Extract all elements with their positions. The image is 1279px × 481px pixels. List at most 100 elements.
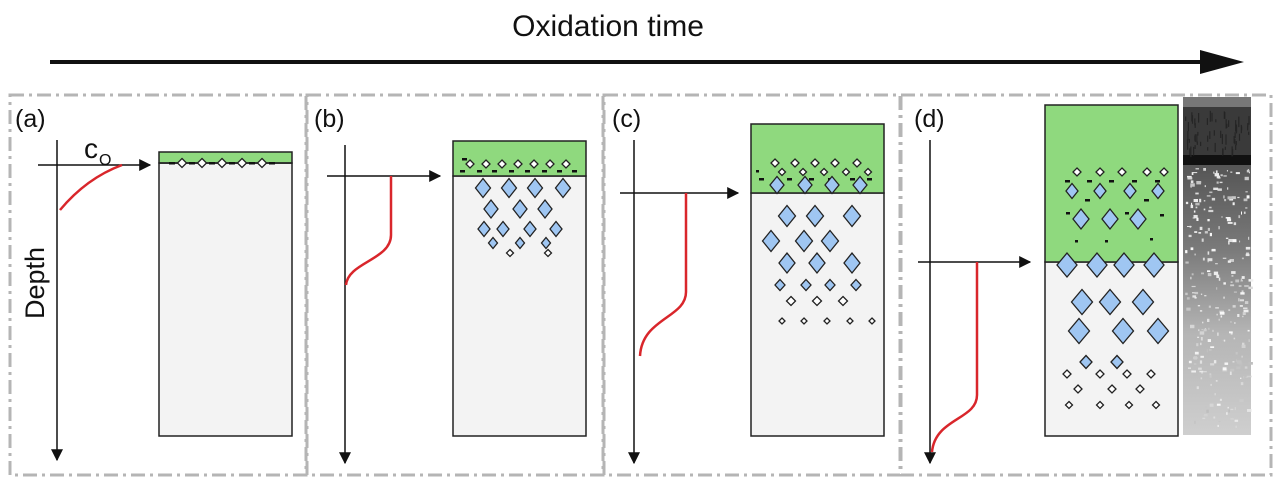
oxide-particle (1125, 212, 1129, 215)
precipitate-particle (837, 295, 849, 307)
precipitate-particle (1117, 167, 1127, 177)
oxide-particle (1066, 212, 1070, 215)
precipitate-particle (800, 317, 808, 325)
precipitate-particle (794, 229, 814, 253)
precipitate-particle (797, 175, 813, 195)
panel-c-profile (638, 193, 688, 357)
oxide-particle (809, 178, 814, 181)
precipitate-particle (1143, 251, 1165, 279)
oxide-particle (1109, 180, 1114, 183)
precipitate-particle (540, 236, 552, 250)
time-arrow (50, 50, 1244, 74)
panel-a-sample (158, 151, 293, 437)
oxide-particle (1075, 240, 1078, 243)
oxide-particle (189, 162, 195, 165)
panel-a-particles (169, 157, 275, 169)
precipitate-particle (778, 317, 786, 325)
precipitate-particle (1093, 182, 1107, 200)
precipitate-particle (513, 159, 523, 169)
precipitate-particle (843, 251, 861, 275)
precipitate-particle (526, 177, 544, 199)
precipitate-particle (1124, 400, 1134, 410)
panel-b-sample (452, 140, 587, 437)
precipitate-particle (824, 278, 836, 292)
precipitate-particle (1131, 288, 1155, 316)
precipitate-particle (465, 159, 475, 169)
oxide-particle (509, 170, 514, 173)
precipitate-particle (850, 278, 862, 292)
oxide-particle (1144, 199, 1149, 202)
oxide-particle (229, 162, 235, 165)
precipitate-particle (790, 158, 800, 168)
precipitate-particle (537, 198, 553, 220)
panel-b-particles (460, 158, 577, 258)
precipitate-particle (824, 175, 840, 195)
precipitate-particle (1072, 207, 1090, 231)
precipitate-particle (1062, 369, 1072, 379)
oxide-particle (572, 170, 577, 173)
oxide-particle (525, 170, 530, 173)
precipitate-particle (1135, 384, 1145, 394)
oxide-particle (867, 178, 872, 181)
precipitate-particle (1151, 182, 1165, 200)
oxide-particle (460, 170, 465, 173)
precipitate-particle (176, 157, 188, 169)
precipitate-particle (770, 158, 780, 168)
precipitate-particle (1067, 317, 1091, 345)
oxide-particle (249, 162, 255, 165)
precipitate-particle (497, 159, 507, 169)
precipitate-particle (769, 175, 785, 195)
precipitate-particle (841, 167, 851, 177)
precipitate-particle (1056, 251, 1078, 279)
oxide-particle (269, 162, 275, 165)
precipitate-particle (496, 220, 510, 238)
precipitate-particle (523, 220, 537, 238)
precipitate-particle (512, 198, 528, 220)
precipitate-particle (1073, 384, 1083, 394)
oxide-particle (462, 158, 467, 161)
precipitate-particle (529, 159, 539, 169)
precipitate-particle (810, 158, 820, 168)
precipitate-particle (477, 220, 491, 238)
oxide-particle (756, 170, 759, 173)
panel-b-label: (b) (314, 105, 345, 133)
precipitate-particle (777, 167, 787, 177)
panel-c-label: (c) (612, 105, 641, 133)
oxide-particle (850, 178, 855, 181)
precipitate-particle (1142, 167, 1152, 177)
precipitate-particle (481, 159, 491, 169)
precipitate-particle (819, 167, 829, 177)
precipitate-particle (1098, 288, 1122, 316)
oxide-particle (169, 162, 175, 165)
panel-d-axes (918, 140, 1032, 465)
precipitate-particle (1151, 400, 1161, 410)
precipitate-particle (1122, 369, 1132, 379)
oxide-particle (1065, 180, 1070, 183)
precipitate-particle (505, 248, 515, 258)
precipitate-particle (1095, 400, 1105, 410)
oxide-particle (1160, 214, 1164, 217)
precipitate-particle (1095, 369, 1105, 379)
precipitate-particle (1095, 167, 1105, 177)
oxide-particle (759, 178, 764, 181)
precipitate-particle (236, 157, 248, 169)
precipitate-particle (1111, 317, 1135, 345)
oxide-particle (1087, 180, 1092, 183)
precipitate-particle (761, 229, 781, 253)
precipitate-particle (863, 167, 873, 177)
panel-c-particles (756, 158, 876, 325)
panel-b-profile (344, 176, 393, 286)
precipitate-particle (545, 159, 555, 169)
panel-a-profile (59, 163, 123, 211)
oxide-particle (557, 170, 562, 173)
precipitate-particle (1107, 384, 1117, 394)
panel-d-label: (d) (914, 105, 945, 133)
precipitate-particle (196, 157, 208, 169)
precipitate-particle (1072, 167, 1082, 177)
precipitate-particle (868, 317, 876, 325)
precipitate-particle (1086, 251, 1108, 279)
precipitate-particle (774, 278, 786, 292)
precipitate-particle (1123, 182, 1137, 200)
precipitate-particle (811, 295, 823, 307)
panel-d-border (899, 93, 1273, 477)
